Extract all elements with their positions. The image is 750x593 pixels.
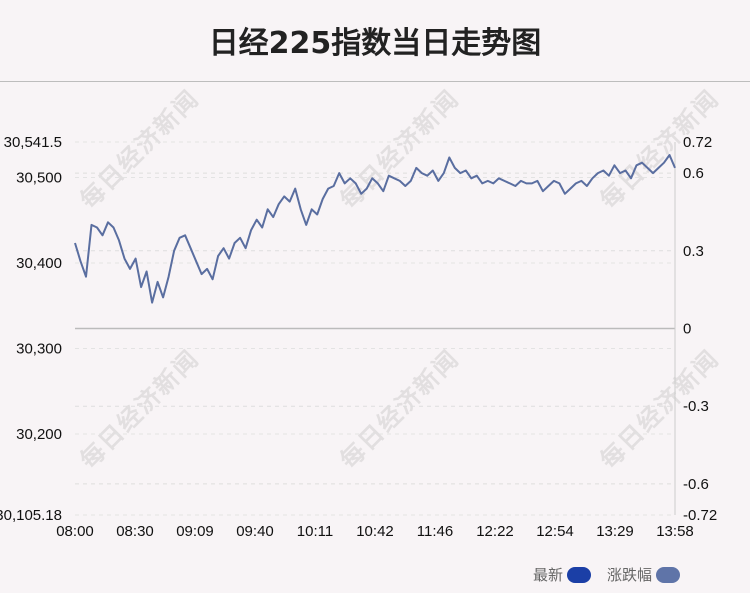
title-divider bbox=[0, 81, 750, 82]
x-tick-label: 10:42 bbox=[356, 523, 394, 540]
legend: 最新 涨跌幅 bbox=[533, 564, 681, 585]
y-left-tick-label: 30,500 bbox=[16, 169, 62, 186]
legend-swatch-change bbox=[656, 566, 681, 583]
x-tick-label: 13:58 bbox=[656, 523, 694, 540]
x-tick-label: 13:29 bbox=[596, 523, 634, 540]
y-left-tick-label: 30,541.5 bbox=[4, 134, 62, 151]
x-tick-label: 08:30 bbox=[116, 523, 154, 540]
y-right-tick-label: 0 bbox=[683, 321, 691, 338]
y-left-tick-label: 30,400 bbox=[16, 255, 62, 272]
y-right-tick-label: -0.6 bbox=[683, 476, 709, 493]
legend-label-change: 涨跌幅 bbox=[607, 566, 653, 584]
x-tick-label: 10:11 bbox=[297, 523, 333, 540]
y-left-tick-label: 30,200 bbox=[16, 426, 62, 443]
y-right-tick-label: -0.72 bbox=[683, 507, 717, 524]
y-right-tick-label: 0.72 bbox=[683, 134, 712, 151]
legend-label-latest: 最新 bbox=[533, 566, 564, 584]
x-tick-label: 08:00 bbox=[56, 523, 94, 540]
x-tick-label: 09:09 bbox=[176, 523, 214, 540]
y-left-tick-label: 30,105.18 bbox=[0, 507, 62, 524]
y-right-tick-label: -0.3 bbox=[683, 398, 709, 415]
series-line-change bbox=[74, 154, 676, 304]
y-right-tick-label: 0.6 bbox=[683, 165, 704, 182]
x-tick-label: 12:22 bbox=[476, 523, 514, 540]
y-right-tick-label: 0.3 bbox=[683, 243, 704, 260]
x-tick-label: 11:46 bbox=[417, 523, 453, 540]
x-tick-label: 09:40 bbox=[236, 523, 274, 540]
legend-swatch-latest bbox=[567, 566, 592, 583]
chart-title: 日经225指数当日走势图 bbox=[208, 26, 542, 61]
y-left-tick-label: 30,300 bbox=[16, 340, 62, 357]
x-tick-label: 12:54 bbox=[536, 523, 574, 540]
